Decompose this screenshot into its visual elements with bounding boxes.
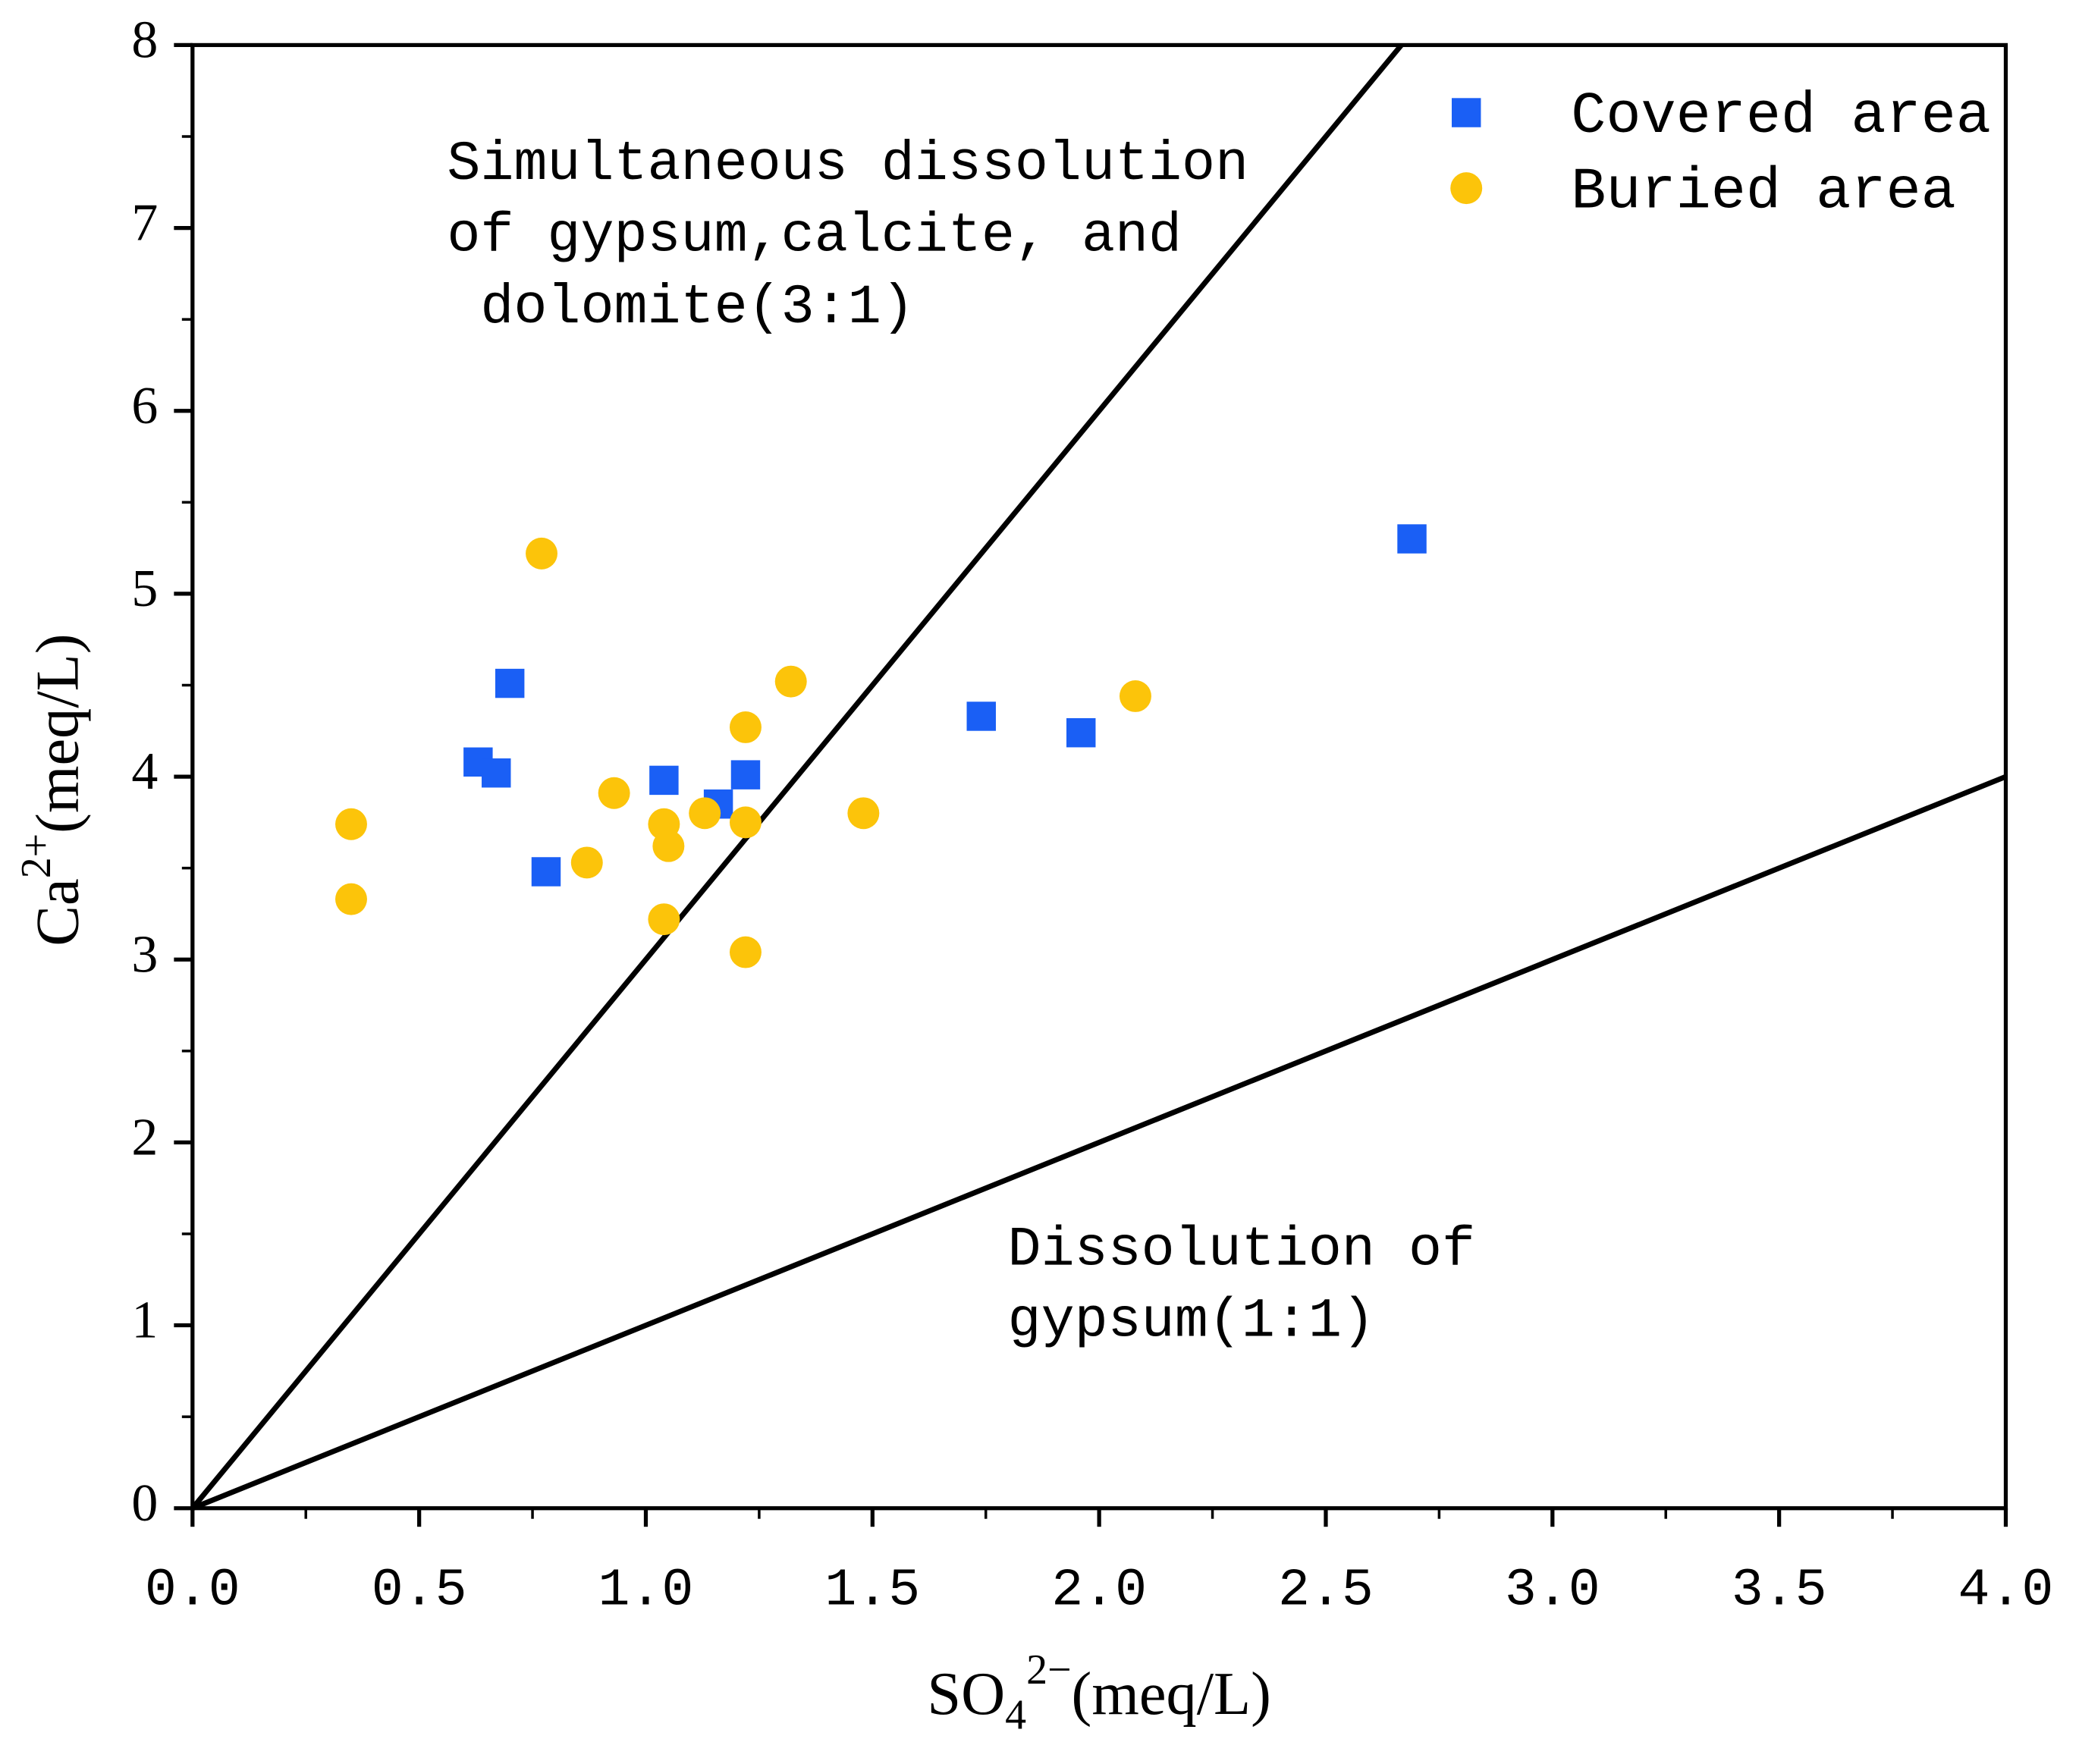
data-point	[730, 760, 761, 789]
reference-label: Dissolution of	[1008, 1219, 1475, 1282]
x-axis-label: SO42−(meq/L)	[927, 1646, 1271, 1738]
y-tick-label: 6	[131, 377, 158, 435]
y-tick-label: 0	[131, 1474, 158, 1533]
y-tick-label: 3	[131, 925, 158, 984]
x-tick-label: 3.5	[1732, 1561, 1827, 1621]
data-point	[570, 846, 603, 879]
data-point	[531, 857, 561, 887]
data-point	[729, 936, 762, 968]
data-point	[729, 806, 762, 839]
y-label-base: Ca	[24, 878, 92, 946]
data-point	[689, 797, 721, 830]
reference-line	[191, 774, 2007, 1511]
reference-line	[190, 43, 1404, 1510]
x-tick-label: 1.5	[824, 1561, 920, 1621]
y-tick-label: 5	[131, 560, 158, 618]
data-point	[598, 777, 630, 809]
x-tick-label: 0.5	[372, 1561, 467, 1621]
reference-label: of gypsum,calcite, and	[447, 205, 1182, 268]
x-tick-label: 0.0	[145, 1561, 240, 1621]
data-point	[649, 765, 679, 796]
data-point	[1066, 717, 1096, 748]
y-tick-label: 2	[131, 1108, 158, 1166]
data-point	[335, 883, 367, 915]
y-label-unit: (meq/L)	[24, 633, 92, 833]
legend-marker	[1450, 172, 1483, 205]
y-tick-label: 1	[131, 1292, 158, 1350]
x-label-base: SO	[927, 1661, 1005, 1728]
x-tick-label: 4.0	[1958, 1561, 2054, 1621]
reference-label: Simultaneous dissolution	[447, 133, 1248, 196]
y-tick-label: 7	[131, 194, 158, 253]
x-tick-label: 3.0	[1505, 1561, 1600, 1621]
legend-marker	[1451, 98, 1481, 127]
x-tick-label: 1.0	[598, 1561, 694, 1621]
reference-label: dolomite(3:1)	[447, 277, 914, 340]
data-point	[1397, 524, 1427, 554]
data-point	[966, 702, 996, 731]
x-label-sup: 2−	[1026, 1646, 1071, 1693]
data-point	[729, 711, 762, 743]
data-point	[648, 903, 680, 936]
data-point	[335, 808, 367, 840]
y-axis-label: Ca2+(meq/L)	[13, 633, 92, 946]
data-point	[482, 758, 511, 788]
data-point	[847, 797, 880, 830]
y-tick-label: 8	[131, 11, 158, 69]
data-point	[1119, 680, 1151, 712]
data-point	[495, 668, 525, 698]
data-point	[774, 665, 807, 698]
y-tick-label: 4	[131, 742, 158, 801]
x-label-sub: 4	[1005, 1691, 1026, 1738]
x-tick-label: 2.5	[1278, 1561, 1374, 1621]
data-point	[652, 830, 685, 862]
legend-label: Buried area	[1571, 160, 1955, 226]
data-point	[526, 537, 557, 570]
x-tick-label: 2.0	[1051, 1561, 1147, 1621]
y-label-sup: 2+	[13, 833, 60, 878]
x-label-unit: (meq/L)	[1072, 1661, 1271, 1728]
legend-label: Covered area	[1571, 84, 1991, 150]
reference-label: gypsum(1:1)	[1008, 1291, 1375, 1354]
